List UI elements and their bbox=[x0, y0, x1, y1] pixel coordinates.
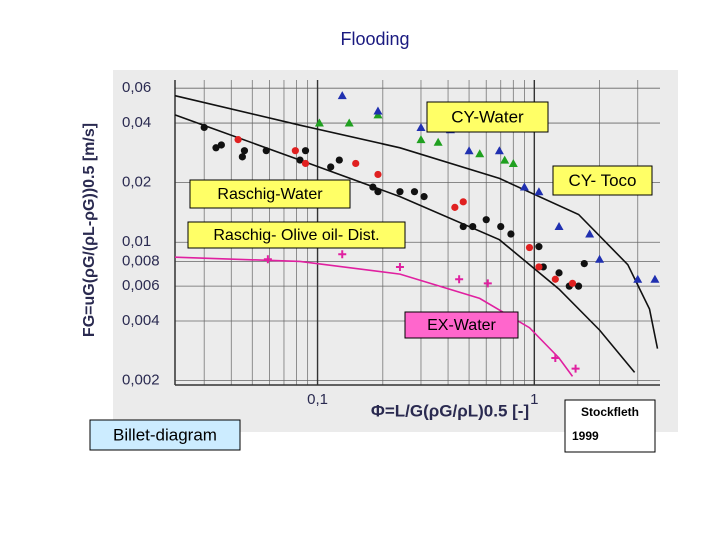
annotation-box bbox=[189, 179, 351, 209]
point bbox=[497, 222, 505, 231]
point bbox=[238, 153, 246, 161]
y-axis-label: FG=uG(ρG/(ρL-ρG))0.5 [m/s] bbox=[81, 123, 98, 337]
point bbox=[373, 106, 383, 115]
point bbox=[374, 188, 382, 196]
x-tick-label: 0,1 bbox=[307, 391, 328, 408]
point bbox=[508, 158, 518, 167]
point bbox=[551, 354, 560, 363]
point bbox=[395, 262, 404, 271]
point bbox=[595, 254, 605, 263]
point bbox=[585, 229, 595, 238]
point bbox=[416, 122, 426, 131]
point bbox=[525, 243, 534, 252]
point bbox=[344, 118, 354, 127]
point bbox=[568, 279, 577, 287]
point bbox=[374, 170, 382, 179]
point bbox=[551, 275, 559, 283]
y-tick-label: 0,008 bbox=[122, 252, 160, 269]
point bbox=[234, 135, 242, 144]
point bbox=[482, 216, 490, 224]
point bbox=[369, 183, 377, 191]
y-tick-label: 0,002 bbox=[122, 372, 160, 389]
point bbox=[475, 149, 485, 158]
annotation-box bbox=[426, 101, 549, 133]
point bbox=[314, 118, 324, 127]
y-tick-label: 0,06 bbox=[122, 79, 151, 96]
point bbox=[337, 91, 347, 100]
point bbox=[464, 146, 474, 155]
annotation-box bbox=[404, 311, 519, 339]
point bbox=[296, 156, 304, 164]
y-tick-label: 0,01 bbox=[122, 233, 151, 250]
point bbox=[455, 275, 464, 284]
annotation: Raschig-Water bbox=[217, 186, 323, 203]
point bbox=[519, 182, 529, 191]
point bbox=[483, 279, 492, 288]
annotation: Raschig- Olive oil- Dist. bbox=[213, 227, 379, 244]
point bbox=[494, 146, 504, 155]
point bbox=[301, 159, 310, 168]
point bbox=[327, 163, 335, 171]
point bbox=[352, 159, 360, 168]
point bbox=[469, 222, 477, 231]
x-axis-label: Φ=L/G(ρG/ρL)0.5 [-] bbox=[371, 401, 529, 420]
point bbox=[459, 222, 467, 231]
point bbox=[574, 282, 583, 290]
annotations: CY-Water CY- Toco Raschig-Water Raschig- Ol… bbox=[89, 101, 656, 453]
point bbox=[301, 147, 310, 155]
curve bbox=[174, 94, 659, 349]
point bbox=[410, 188, 419, 196]
point bbox=[263, 255, 272, 264]
plot-area bbox=[174, 80, 660, 386]
point bbox=[500, 155, 510, 164]
y-tick-label: 0,004 bbox=[122, 312, 160, 329]
point bbox=[262, 147, 270, 155]
point bbox=[571, 364, 580, 373]
annotation: CY- Toco bbox=[568, 171, 636, 190]
point bbox=[554, 222, 564, 231]
point bbox=[580, 259, 588, 268]
y-tick-label: 0,04 bbox=[122, 114, 151, 131]
point bbox=[416, 135, 426, 144]
title: Flooding bbox=[340, 29, 409, 49]
point bbox=[534, 187, 544, 196]
annotation: CY-Water bbox=[451, 107, 524, 126]
y-tick-label: 0,006 bbox=[122, 277, 160, 294]
point bbox=[217, 141, 225, 149]
y-tick-label: 0,02 bbox=[122, 174, 151, 191]
point bbox=[291, 147, 299, 155]
point bbox=[633, 274, 643, 283]
point bbox=[420, 193, 428, 201]
annotation-box bbox=[89, 419, 241, 451]
point bbox=[338, 250, 347, 259]
point bbox=[240, 147, 249, 155]
point bbox=[335, 156, 343, 164]
point bbox=[451, 203, 459, 211]
point bbox=[459, 198, 467, 206]
point bbox=[555, 269, 563, 277]
credit: 1999 bbox=[572, 429, 599, 443]
point bbox=[433, 137, 443, 146]
annotation: Billet-diagram bbox=[113, 425, 217, 444]
credit-box bbox=[564, 399, 656, 453]
annotation-box bbox=[552, 165, 653, 196]
point bbox=[396, 188, 404, 196]
point bbox=[507, 230, 515, 238]
annotation: EX-Water bbox=[427, 317, 496, 334]
x-tick-label: 1 bbox=[530, 391, 538, 408]
point bbox=[535, 263, 543, 271]
point bbox=[212, 144, 220, 152]
point bbox=[650, 274, 660, 283]
point bbox=[200, 123, 208, 132]
credit: Stockfleth bbox=[581, 405, 639, 419]
annotation-box bbox=[187, 221, 406, 249]
point bbox=[535, 243, 543, 251]
